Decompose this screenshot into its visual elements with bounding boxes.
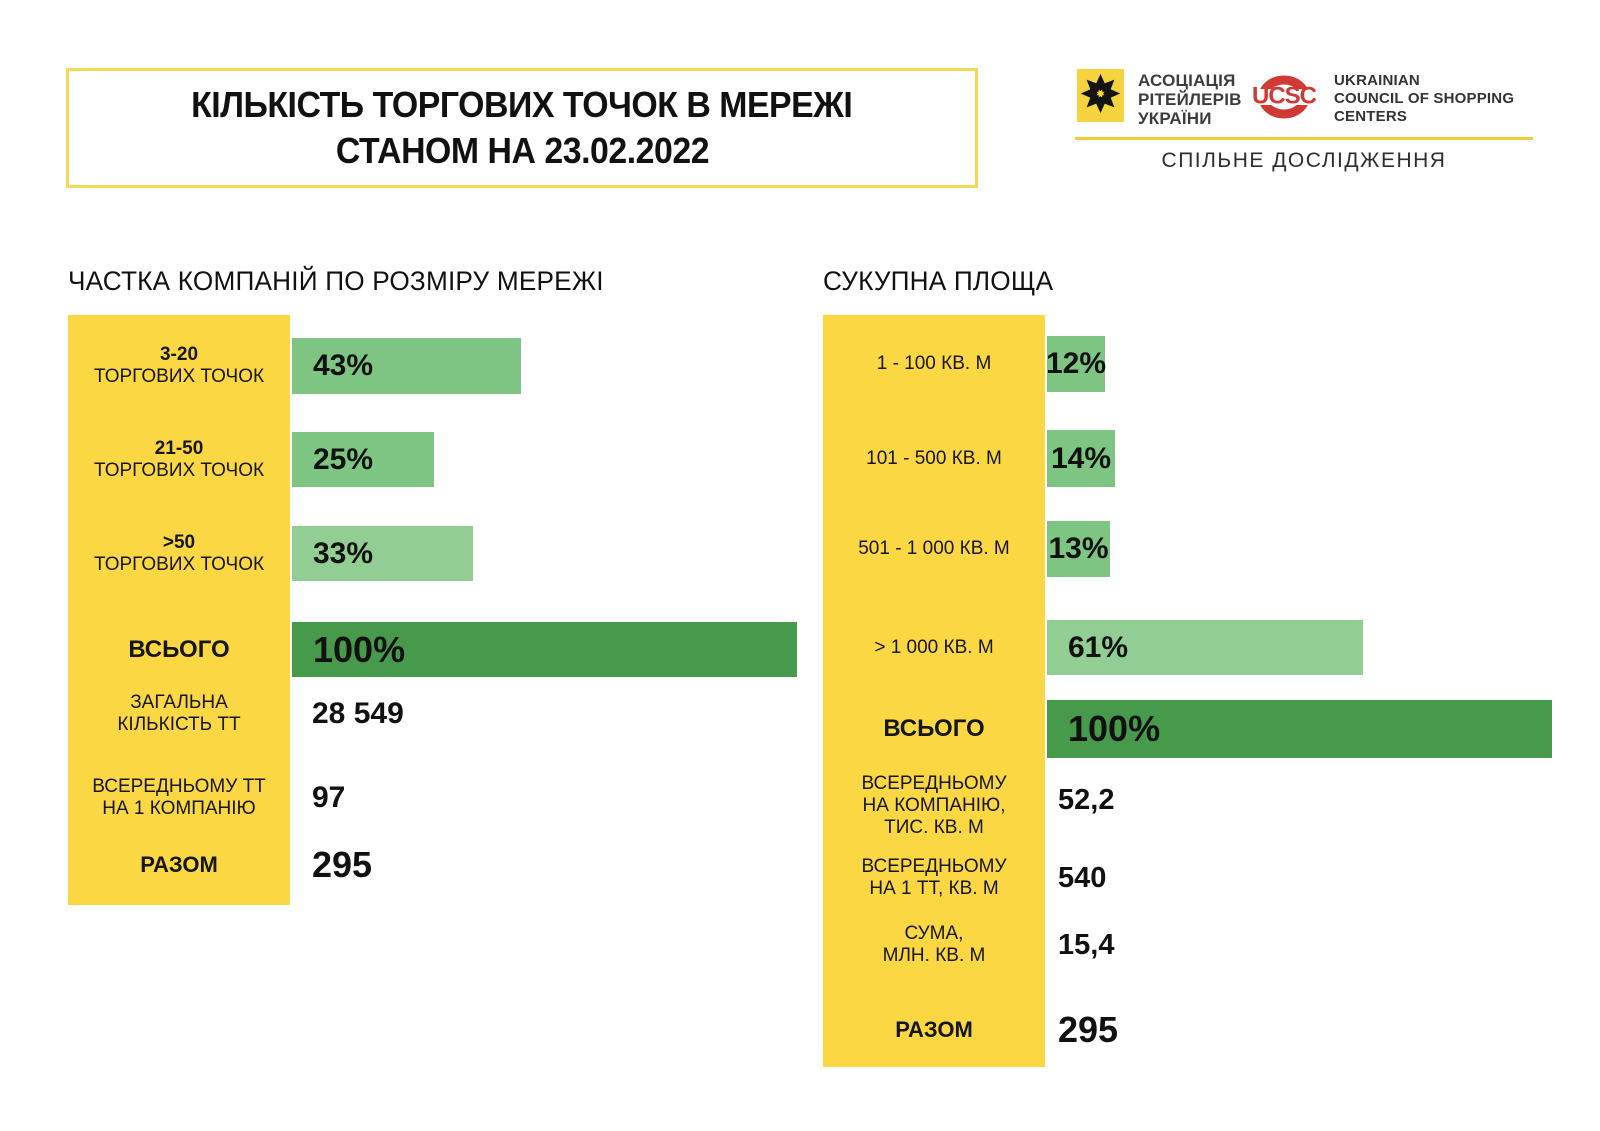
right-companies-count-value: 295 (1058, 1009, 1119, 1050)
right-row-label: 101 - 500 КВ. М (823, 430, 1045, 487)
right-row-label: 501 - 1 000 КВ. М (823, 521, 1045, 577)
ucsc-name-line3: CENTERS (1334, 108, 1408, 125)
bar-21-50-value: 25% (313, 442, 374, 476)
bar-101-500-value: 14% (1050, 441, 1112, 475)
left-row4-label: ВСЬОГО (128, 635, 230, 663)
left-row7-label: РАЗОМ (140, 852, 218, 877)
right-row9-label: РАЗОМ (895, 1017, 973, 1042)
left-row3-label-line2: ТОРГОВИХ ТОЧОК (93, 553, 265, 575)
right-row-label: 1 - 100 КВ. М (823, 336, 1045, 392)
left-row5-label-line1: ЗАГАЛЬНА (130, 692, 228, 713)
total-outlets-value: 28 549 (312, 697, 404, 730)
aru-name-line2: РІТЕЙЛЕРІВ (1138, 90, 1242, 109)
retailers-association-name: АСОЦІАЦІЯ РІТЕЙЛЕРІВ УКРАЇНИ (1138, 71, 1242, 128)
right-row8-label-line1: СУМА, (904, 923, 964, 944)
avg-outlets-per-company-value: 97 (312, 781, 346, 814)
ucsc-logo-icon: UCSC (1244, 70, 1324, 126)
bar-101-500-sqm: 14% (1047, 430, 1115, 487)
right-row-label: > 1 000 КВ. М (823, 620, 1045, 675)
left-total-label: ВСЬОГО (68, 622, 290, 677)
right-row7-label-line1: ВСЕРЕДНЬОМУ (861, 856, 1007, 877)
left-row1-label-line2: ТОРГОВИХ ТОЧОК (93, 366, 265, 387)
right-row6-label-line2: НА КОМПАНІЮ, (862, 795, 1006, 816)
bar-left-total: 100% (292, 622, 797, 677)
bar-21-50-outlets: 25% (292, 432, 434, 487)
bar-right-total-value: 100% (1068, 708, 1161, 749)
left-row-label: 21-50 ТОРГОВИХ ТОЧОК (68, 432, 290, 487)
bar-right-total: 100% (1047, 700, 1552, 758)
right-row6-label-line3: ТИС. КВ. М (884, 817, 984, 838)
right-row3-label: 501 - 1 000 КВ. М (858, 538, 1010, 559)
bar-3-20-outlets: 43% (292, 338, 521, 394)
bar-501-1000-value: 13% (1048, 532, 1109, 565)
left-row6-label-line2: НА 1 КОМПАНІЮ (102, 798, 256, 819)
left-row-label: >50 ТОРГОВИХ ТОЧОК (68, 526, 290, 581)
retailers-association-logo (1077, 69, 1124, 122)
left-chart-title: ЧАСТКА КОМПАНІЙ ПО РОЗМІРУ МЕРЕЖІ (68, 266, 604, 296)
left-label-panel (68, 315, 290, 905)
main-title-line2: СТАНОМ НА 23.02.2022 (335, 130, 709, 171)
right-row7-label-line2: НА 1 ТТ, КВ. М (869, 878, 999, 899)
bar-over-1000-value: 61% (1068, 630, 1129, 664)
left-row-label: ВСЕРЕДНЬОМУ ТТ НА 1 КОМПАНІЮ (68, 772, 290, 824)
left-row3-label-line1: >50 (162, 531, 196, 553)
right-row5-label: ВСЬОГО (883, 715, 985, 742)
left-row2-label-line1: 21-50 (154, 437, 204, 459)
avg-area-per-company-value: 52,2 (1058, 783, 1115, 816)
left-row2-label-line2: ТОРГОВИХ ТОЧОК (93, 459, 265, 481)
right-row-label: ВСЕРЕДНЬОМУ НА 1 ТТ, КВ. М (823, 853, 1045, 903)
right-row4-label: > 1 000 КВ. М (874, 636, 994, 658)
left-row1-label-line1: 3-20 (159, 344, 199, 365)
ucsc-name-line2: COUNCIL OF SHOPPING (1334, 90, 1515, 107)
right-row2-label: 101 - 500 КВ. М (866, 447, 1002, 469)
bar-over-1000-sqm: 61% (1047, 620, 1363, 675)
ucsc-full-name: UKRAINIAN COUNCIL OF SHOPPING CENTERS (1334, 72, 1514, 126)
right-total-label: ВСЬОГО (823, 700, 1045, 758)
avg-area-per-outlet-value: 540 (1058, 861, 1107, 894)
header-underline (1075, 137, 1533, 140)
right-chart-title: СУКУПНА ПЛОЩА (823, 266, 1054, 296)
main-title-box: КІЛЬКІСТЬ ТОРГОВИХ ТОЧОК В МЕРЕЖІ СТАНОМ… (66, 68, 978, 188)
eight-point-star-icon (1080, 71, 1121, 121)
bar-left-total-value: 100% (313, 628, 406, 670)
left-row5-label-line2: КІЛЬКІСТЬ ТТ (117, 714, 241, 735)
bar-over-50-value: 33% (313, 536, 374, 570)
bar-501-1000-sqm: 13% (1047, 521, 1110, 577)
main-title-line1: КІЛЬКІСТЬ ТОРГОВИХ ТОЧОК В МЕРЕЖІ (191, 84, 853, 125)
bar-3-20-value: 43% (313, 349, 374, 382)
ucsc-name-line1: UKRAINIAN (1334, 72, 1420, 89)
left-row-label: ЗАГАЛЬНА КІЛЬКІСТЬ ТТ (68, 688, 290, 740)
right-row1-label: 1 - 100 КВ. М (876, 353, 992, 374)
right-row-label: СУМА, МЛН. КВ. М (823, 920, 1045, 970)
bar-1-100-value: 12% (1045, 347, 1107, 380)
joint-research-subtitle: СПІЛЬНЕ ДОСЛІДЖЕННЯ (1161, 149, 1447, 172)
right-row6-label-line1: ВСЕРЕДНЬОМУ (861, 773, 1007, 794)
aru-name-line1: АСОЦІАЦІЯ (1138, 71, 1236, 90)
bar-over-50-outlets: 33% (292, 526, 473, 581)
left-companies-count-value: 295 (312, 844, 373, 885)
bar-1-100-sqm: 12% (1045, 336, 1107, 392)
ucsc-acronym: UCSC (1252, 83, 1317, 110)
right-label-panel (823, 315, 1045, 1067)
right-row-label: ВСЕРЕДНЬОМУ НА КОМПАНІЮ, ТИС. КВ. М (823, 770, 1045, 842)
aru-name-line3: УКРАЇНИ (1138, 109, 1212, 128)
right-sum-label: РАЗОМ (823, 1008, 1045, 1052)
left-row6-label-line1: ВСЕРЕДНЬОМУ ТТ (92, 776, 266, 797)
left-row-label: 3-20 ТОРГОВИХ ТОЧОК (68, 338, 290, 394)
total-area-sum-value: 15,4 (1058, 928, 1115, 961)
right-row8-label-line2: МЛН. КВ. М (882, 945, 986, 966)
left-sum-label: РАЗОМ (68, 844, 290, 886)
